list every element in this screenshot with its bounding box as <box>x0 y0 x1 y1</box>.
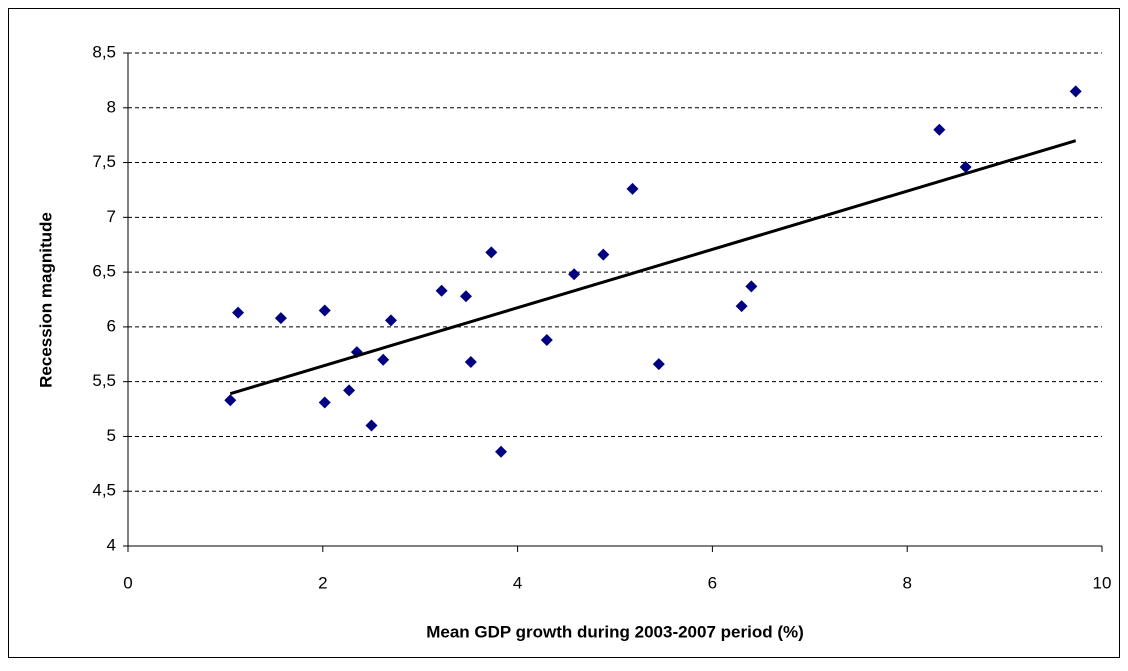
data-point <box>224 394 237 407</box>
data-point <box>274 312 287 325</box>
y-tick-label: 4 <box>107 535 116 554</box>
chart-border <box>8 8 1120 658</box>
data-point <box>568 268 581 281</box>
data-point <box>485 246 498 259</box>
data-point <box>464 355 477 368</box>
x-tick-label: 2 <box>318 573 327 592</box>
data-point <box>377 353 390 366</box>
data-point <box>745 280 758 293</box>
data-point <box>735 300 748 313</box>
x-tick-label: 10 <box>1093 573 1112 592</box>
data-point <box>343 384 356 397</box>
data-point <box>652 358 665 371</box>
data-point <box>933 123 946 136</box>
data-point <box>435 284 448 297</box>
data-point <box>365 419 378 432</box>
data-point <box>597 248 610 261</box>
y-tick-label: 8 <box>107 97 116 116</box>
y-tick-label: 6,5 <box>92 262 116 281</box>
trend-line <box>229 139 1077 396</box>
data-point <box>318 304 331 317</box>
data-point <box>232 306 245 319</box>
data-point <box>495 445 508 458</box>
y-tick-label: 6 <box>107 316 116 335</box>
y-axis-title: Recession magnitude <box>36 212 55 388</box>
y-tick-label: 7,5 <box>92 152 116 171</box>
y-tick-label: 5,5 <box>92 371 116 390</box>
data-point <box>959 160 972 173</box>
x-tick-label: 8 <box>902 573 911 592</box>
data-point <box>459 290 472 303</box>
x-tick-label: 6 <box>708 573 717 592</box>
x-tick-label: 4 <box>513 573 522 592</box>
y-tick-label: 8,5 <box>92 42 116 61</box>
x-tick-label: 0 <box>123 573 132 592</box>
data-point <box>540 334 553 347</box>
data-point <box>626 182 639 195</box>
y-tick-label: 4,5 <box>92 481 116 500</box>
data-point <box>318 396 331 409</box>
x-axis-title: Mean GDP growth during 2003-2007 period … <box>426 622 804 641</box>
y-tick-label: 7 <box>107 207 116 226</box>
data-point <box>1069 85 1082 98</box>
y-tick-label: 5 <box>107 426 116 445</box>
data-point <box>384 314 397 327</box>
